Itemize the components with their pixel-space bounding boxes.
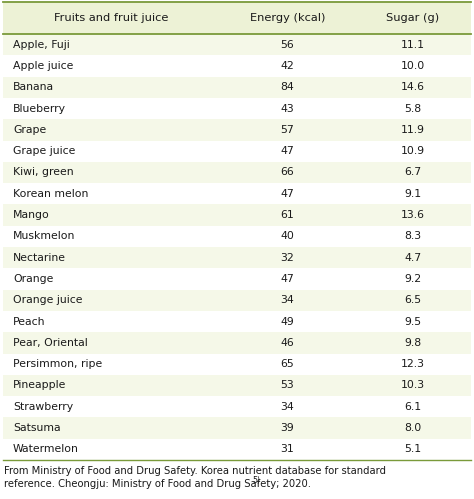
Text: Orange: Orange — [13, 274, 54, 284]
Text: Mango: Mango — [13, 210, 50, 220]
Text: 46: 46 — [281, 338, 294, 348]
Text: Watermelon: Watermelon — [13, 444, 79, 455]
Bar — [3, 289, 471, 311]
Text: 11.9: 11.9 — [401, 125, 425, 135]
Text: Kiwi, green: Kiwi, green — [13, 168, 73, 178]
Bar — [3, 375, 471, 396]
Bar — [3, 226, 471, 247]
Bar — [3, 2, 471, 34]
Text: 5.1: 5.1 — [404, 444, 421, 455]
Text: 10.3: 10.3 — [401, 380, 425, 390]
Text: 8.0: 8.0 — [404, 423, 422, 433]
Bar — [3, 77, 471, 98]
Bar — [3, 396, 471, 417]
Text: reference. Cheongju: Ministry of Food and Drug Safety; 2020.: reference. Cheongju: Ministry of Food an… — [4, 479, 311, 489]
Text: 56: 56 — [281, 39, 294, 49]
Text: 43: 43 — [281, 104, 294, 114]
Text: Muskmelon: Muskmelon — [13, 232, 75, 242]
Text: Korean melon: Korean melon — [13, 189, 88, 199]
Text: Apple, Fuji: Apple, Fuji — [13, 39, 70, 49]
Text: 13.6: 13.6 — [401, 210, 425, 220]
Text: Satsuma: Satsuma — [13, 423, 61, 433]
Text: 53: 53 — [281, 380, 294, 390]
Text: 9.5: 9.5 — [404, 316, 421, 326]
Text: Nectarine: Nectarine — [13, 252, 66, 262]
Text: 9.8: 9.8 — [404, 338, 421, 348]
Text: 31: 31 — [281, 444, 294, 455]
Text: 49: 49 — [281, 316, 294, 326]
Text: 5.8: 5.8 — [404, 104, 421, 114]
Bar — [3, 141, 471, 162]
Text: 66: 66 — [281, 168, 294, 178]
Text: 12.3: 12.3 — [401, 359, 425, 369]
Text: 4.7: 4.7 — [404, 252, 421, 262]
Text: 47: 47 — [281, 189, 294, 199]
Text: 84: 84 — [281, 82, 294, 92]
Text: 32: 32 — [281, 252, 294, 262]
Text: 11.1: 11.1 — [401, 39, 425, 49]
Text: Peach: Peach — [13, 316, 46, 326]
Text: Persimmon, ripe: Persimmon, ripe — [13, 359, 102, 369]
Text: Blueberry: Blueberry — [13, 104, 66, 114]
Bar — [3, 55, 471, 77]
Text: Grape: Grape — [13, 125, 46, 135]
Text: 10.0: 10.0 — [401, 61, 425, 71]
Text: 9.2: 9.2 — [404, 274, 421, 284]
Bar — [3, 247, 471, 268]
Bar — [3, 332, 471, 353]
Text: 47: 47 — [281, 146, 294, 156]
Text: Banana: Banana — [13, 82, 54, 92]
Text: Sugar (g): Sugar (g) — [386, 13, 439, 23]
Text: 65: 65 — [281, 359, 294, 369]
Bar — [3, 98, 471, 119]
Text: 8.3: 8.3 — [404, 232, 421, 242]
Bar — [3, 268, 471, 289]
Bar — [3, 34, 471, 55]
Text: Grape juice: Grape juice — [13, 146, 75, 156]
Text: 47: 47 — [281, 274, 294, 284]
Bar — [3, 353, 471, 375]
Text: 57: 57 — [281, 125, 294, 135]
Text: 6.5: 6.5 — [404, 295, 421, 305]
Text: Apple juice: Apple juice — [13, 61, 73, 71]
Text: 14.6: 14.6 — [401, 82, 425, 92]
Text: 5): 5) — [252, 476, 260, 485]
Text: 39: 39 — [281, 423, 294, 433]
Text: Strawberry: Strawberry — [13, 402, 73, 412]
Bar — [3, 460, 471, 499]
Text: 34: 34 — [281, 295, 294, 305]
Text: 40: 40 — [281, 232, 294, 242]
Text: 6.1: 6.1 — [404, 402, 421, 412]
Bar — [3, 439, 471, 460]
Text: From Ministry of Food and Drug Safety. Korea nutrient database for standard: From Ministry of Food and Drug Safety. K… — [4, 466, 386, 476]
Bar — [3, 417, 471, 439]
Text: 10.9: 10.9 — [401, 146, 425, 156]
Bar — [3, 119, 471, 141]
Bar — [3, 162, 471, 183]
Bar — [3, 183, 471, 205]
Text: Energy (kcal): Energy (kcal) — [250, 13, 325, 23]
Text: Fruits and fruit juice: Fruits and fruit juice — [55, 13, 169, 23]
Text: 34: 34 — [281, 402, 294, 412]
Text: 6.7: 6.7 — [404, 168, 421, 178]
Text: Pineapple: Pineapple — [13, 380, 66, 390]
Text: 9.1: 9.1 — [404, 189, 421, 199]
Text: 42: 42 — [281, 61, 294, 71]
Text: Pear, Oriental: Pear, Oriental — [13, 338, 88, 348]
Bar — [3, 205, 471, 226]
Text: Orange juice: Orange juice — [13, 295, 82, 305]
Bar — [3, 311, 471, 332]
Text: 61: 61 — [281, 210, 294, 220]
